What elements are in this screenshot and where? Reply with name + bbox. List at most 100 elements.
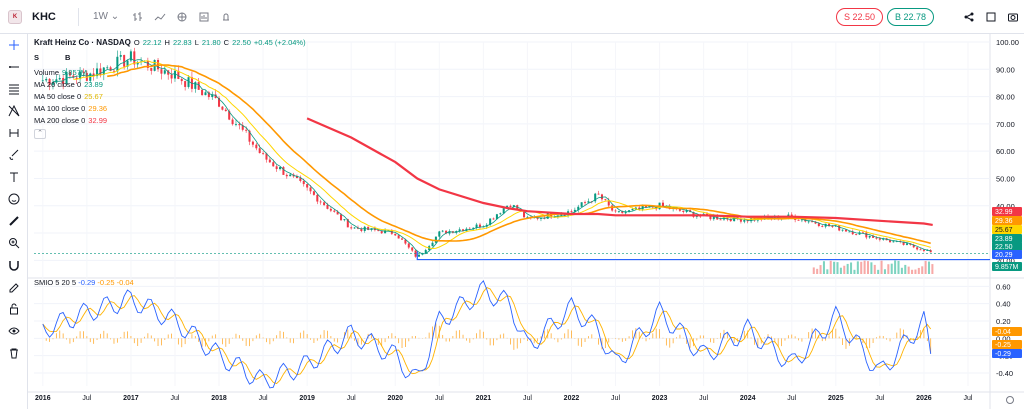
price-tick-label: 20.00 bbox=[996, 256, 1015, 265]
candle-body bbox=[248, 130, 251, 142]
company-logo[interactable]: K bbox=[0, 0, 30, 34]
candle-body bbox=[201, 89, 204, 96]
smio-legend[interactable]: SMIO 5 20 5 -0.29 -0.25 -0.04 bbox=[34, 278, 134, 287]
candle-body bbox=[207, 92, 210, 98]
price-tick-label: 40.00 bbox=[996, 202, 1015, 211]
ma200-legend[interactable]: MA 200 close 0 32.99 bbox=[34, 115, 306, 127]
time-tick-label: 2019 bbox=[299, 395, 315, 402]
candle-body bbox=[878, 238, 881, 240]
candle-body bbox=[634, 207, 637, 210]
time-tick-label: 2021 bbox=[476, 395, 492, 402]
candle-body bbox=[262, 153, 265, 154]
crosshair-icon[interactable] bbox=[0, 34, 28, 56]
alert-icon[interactable] bbox=[215, 0, 237, 34]
price-chart[interactable]: 100.0090.0080.0070.0060.0050.0040.0030.0… bbox=[28, 34, 1024, 409]
candle-body bbox=[116, 56, 119, 72]
magnet-icon[interactable] bbox=[0, 254, 28, 276]
candle-body bbox=[861, 232, 864, 234]
text-icon[interactable] bbox=[0, 166, 28, 188]
price-tick-label: 80.00 bbox=[996, 93, 1015, 102]
lock-icon[interactable] bbox=[0, 298, 28, 320]
measure-icon[interactable] bbox=[0, 122, 28, 144]
bar-style-icon[interactable] bbox=[127, 0, 149, 34]
buy-marker[interactable]: B bbox=[65, 53, 71, 62]
candle-body bbox=[844, 229, 847, 232]
osc-tick-label: 0.40 bbox=[996, 300, 1011, 309]
candle-body bbox=[417, 254, 420, 257]
brush-icon[interactable] bbox=[0, 144, 28, 166]
candle-body bbox=[492, 218, 495, 220]
volume-bar bbox=[846, 263, 849, 274]
candle-body bbox=[302, 181, 305, 185]
buy-button[interactable]: B 22.78 bbox=[886, 8, 934, 26]
candle-body bbox=[722, 217, 725, 220]
candle-body bbox=[275, 166, 278, 170]
ruler-icon[interactable] bbox=[0, 210, 28, 232]
candle-body bbox=[577, 206, 580, 210]
time-tick-label: Jul bbox=[259, 395, 268, 402]
candle-body bbox=[424, 250, 427, 254]
volume-bar bbox=[880, 260, 883, 274]
candle-body bbox=[255, 144, 258, 149]
candle-body bbox=[726, 217, 729, 220]
trend-line-icon[interactable] bbox=[0, 56, 28, 78]
open-label: O bbox=[133, 38, 140, 47]
candle-body bbox=[228, 111, 231, 120]
candle-body bbox=[180, 78, 183, 82]
volume-bar bbox=[829, 260, 832, 274]
interval-button[interactable]: 1W ⌄ bbox=[85, 0, 127, 34]
smio-label: SMIO 5 20 5 bbox=[34, 278, 77, 287]
templates-icon[interactable] bbox=[193, 0, 215, 34]
candle-body bbox=[282, 167, 285, 175]
candle-body bbox=[173, 70, 176, 79]
candle-body bbox=[79, 71, 82, 80]
sell-button[interactable]: S 22.50 bbox=[835, 8, 883, 26]
ma50-label: MA 50 close 0 bbox=[34, 92, 82, 101]
candle-body bbox=[251, 141, 254, 145]
volume-legend[interactable]: Volume 9.857M bbox=[34, 67, 306, 79]
price-tick-label: 50.00 bbox=[996, 174, 1015, 183]
time-tick-label: Jul bbox=[611, 395, 620, 402]
candle-body bbox=[902, 241, 905, 245]
candle-body bbox=[841, 229, 844, 231]
volume-bars bbox=[812, 260, 934, 274]
candle-body bbox=[678, 208, 681, 211]
trash-icon[interactable] bbox=[0, 342, 28, 364]
pattern-icon[interactable] bbox=[0, 100, 28, 122]
fib-icon[interactable] bbox=[0, 78, 28, 100]
candle-body bbox=[872, 235, 875, 238]
candle-body bbox=[92, 73, 95, 77]
volume-bar bbox=[839, 267, 842, 274]
snapshot-icon[interactable] bbox=[1002, 0, 1024, 34]
candle-body bbox=[889, 240, 892, 243]
ma20-legend[interactable]: MA 20 close 0 23.89 bbox=[34, 79, 306, 91]
candle-body bbox=[177, 70, 180, 79]
zoom-icon[interactable] bbox=[0, 232, 28, 254]
instrument-title[interactable]: Kraft Heinz Co · NASDAQ bbox=[34, 38, 131, 47]
sell-marker[interactable]: S bbox=[34, 53, 40, 62]
volume-bar bbox=[894, 260, 897, 274]
candle-body bbox=[187, 77, 190, 87]
volume-bar bbox=[887, 264, 890, 274]
compare-icon[interactable] bbox=[149, 0, 171, 34]
time-tick-label: Jul bbox=[875, 395, 884, 402]
eye-icon[interactable] bbox=[0, 320, 28, 342]
share-icon[interactable] bbox=[958, 0, 980, 34]
candle-body bbox=[167, 70, 170, 75]
fullscreen-icon[interactable] bbox=[980, 0, 1002, 34]
candle-body bbox=[241, 125, 244, 130]
chevron-up-icon[interactable]: ⌃ bbox=[34, 129, 46, 139]
symbol-search-button[interactable]: KHC bbox=[32, 10, 56, 23]
emoji-icon[interactable] bbox=[0, 188, 28, 210]
indicators-icon[interactable] bbox=[171, 0, 193, 34]
ma100-legend[interactable]: MA 100 close 0 29.36 bbox=[34, 103, 306, 115]
osc-tick-label: 0.60 bbox=[996, 282, 1011, 291]
time-tick-label: Jul bbox=[82, 395, 91, 402]
candle-body bbox=[163, 70, 166, 74]
candle-body bbox=[367, 226, 370, 230]
candle-body bbox=[560, 214, 563, 216]
candle-body bbox=[112, 70, 115, 72]
ma50-legend[interactable]: MA 50 close 0 25.67 bbox=[34, 91, 306, 103]
lock-drawing-icon[interactable] bbox=[0, 276, 28, 298]
